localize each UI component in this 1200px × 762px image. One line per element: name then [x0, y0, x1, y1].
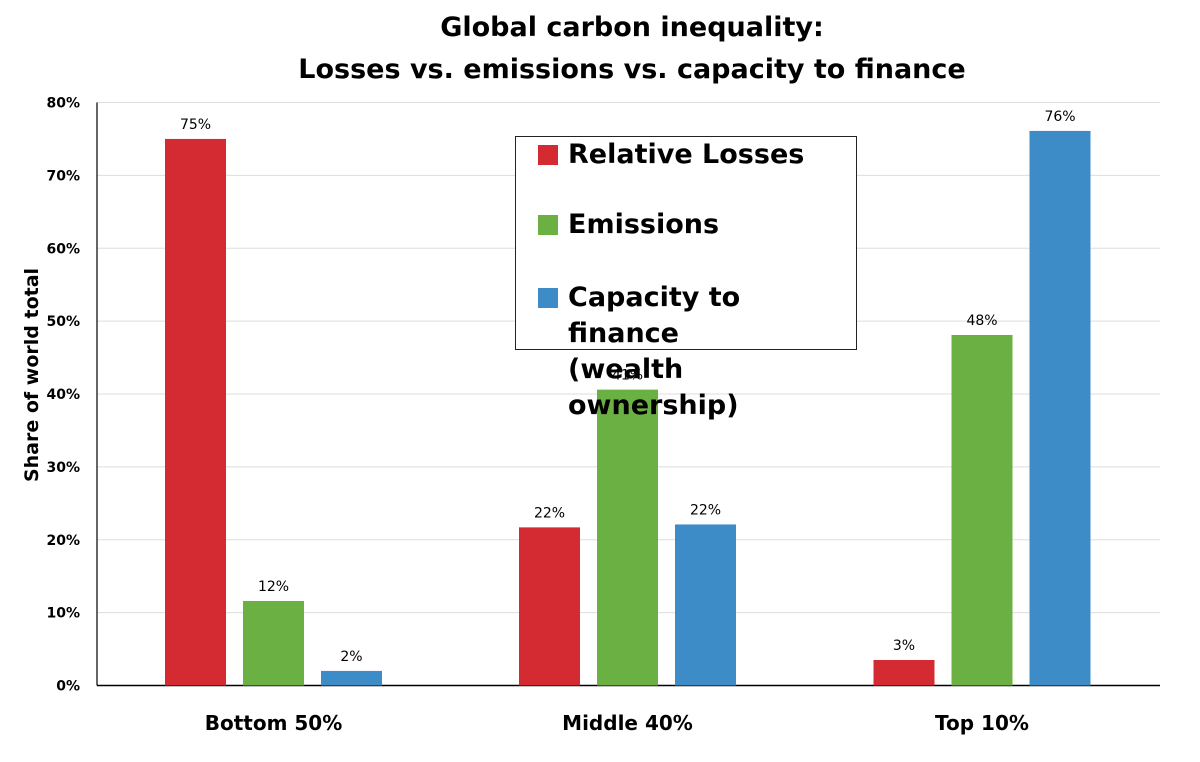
- chart-subtitle: Losses vs. emissions vs. capacity to fin…: [298, 54, 966, 85]
- chart-legend: Relative Losses Emissions Capacity to fi…: [515, 136, 857, 421]
- bar-capacity-to-finance: [675, 524, 736, 686]
- bar-relative-losses: [165, 138, 226, 686]
- x-tick-label: Middle 40%: [562, 711, 693, 735]
- y-tick-label: 50%: [46, 314, 80, 330]
- legend-swatch-relative-losses: [538, 145, 558, 165]
- bar-relative-losses: [519, 527, 580, 686]
- bar-emissions: [243, 600, 304, 686]
- data-label: 2%: [340, 649, 362, 665]
- data-label: 22%: [534, 505, 565, 521]
- legend-swatch-capacity-to-finance: [538, 288, 558, 308]
- bar-emissions: [597, 389, 658, 686]
- y-tick-label: 40%: [46, 387, 80, 403]
- data-label: 76%: [1044, 109, 1075, 125]
- legend-item-capacity-to-finance: Capacity to finance (wealth ownership): [538, 280, 856, 424]
- y-tick-label: 80%: [46, 96, 80, 112]
- data-label: 75%: [180, 117, 211, 133]
- legend-label-capacity-to-finance: Capacity to finance (wealth ownership): [568, 282, 741, 421]
- y-tick-label: 30%: [46, 460, 80, 476]
- data-label: 12%: [258, 579, 289, 595]
- x-tick-label: Top 10%: [935, 711, 1029, 735]
- y-tick-label: 20%: [46, 533, 80, 549]
- bar-capacity-to-finance: [1029, 130, 1091, 686]
- bar-emissions: [951, 334, 1013, 686]
- y-tick-label: 0%: [56, 679, 80, 695]
- legend-label-emissions: Emissions: [568, 209, 720, 240]
- bar-relative-losses: [873, 659, 935, 686]
- legend-label-relative-losses: Relative Losses: [568, 139, 805, 170]
- legend-swatch-emissions: [538, 215, 558, 235]
- y-tick-label: 60%: [46, 241, 80, 257]
- y-tick-label: 10%: [46, 606, 80, 622]
- y-tick-label: 70%: [46, 168, 80, 184]
- x-tick-label: Bottom 50%: [205, 711, 343, 735]
- legend-item-emissions: Emissions: [538, 207, 719, 243]
- y-axis-title: Share of world total: [21, 268, 43, 482]
- bar-capacity-to-finance: [321, 670, 382, 686]
- data-label: 48%: [966, 313, 997, 329]
- data-label: 3%: [893, 638, 915, 654]
- data-label: 41%: [612, 368, 643, 384]
- chart-title: Global carbon inequality:: [440, 12, 824, 43]
- legend-item-relative-losses: Relative Losses: [538, 137, 804, 173]
- data-label: 22%: [690, 502, 721, 518]
